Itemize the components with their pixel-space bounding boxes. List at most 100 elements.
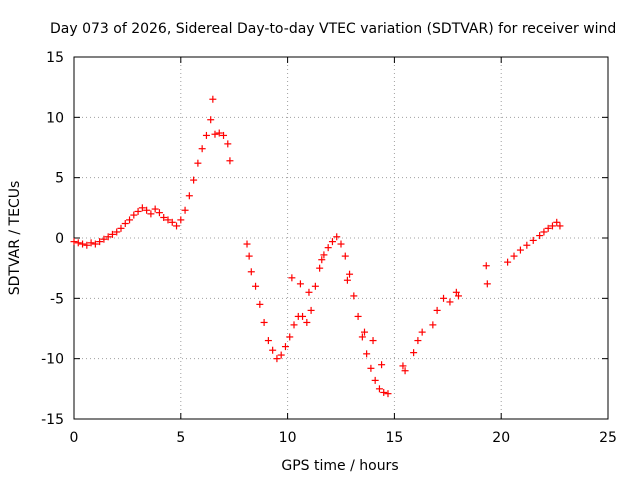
data-point (516, 246, 524, 254)
data-point (320, 251, 328, 259)
data-point (328, 238, 336, 246)
data-point (440, 294, 448, 302)
data-point (220, 131, 228, 139)
data-point (147, 210, 155, 218)
data-point (316, 264, 324, 272)
data-point (91, 240, 99, 248)
data-point (529, 236, 537, 244)
data-point (117, 224, 125, 232)
data-point (354, 312, 362, 320)
grid (74, 57, 608, 419)
data-point (482, 262, 490, 270)
data-point (269, 346, 277, 354)
data-point (185, 192, 193, 200)
data-point (243, 240, 251, 248)
data-point (273, 355, 281, 363)
data-point (277, 351, 285, 359)
data-point (369, 337, 377, 345)
y-tick-label: 0 (55, 231, 64, 247)
data-point (143, 206, 151, 214)
data-point (168, 218, 176, 226)
data-point (544, 224, 552, 232)
data-point (399, 362, 407, 370)
data-point (380, 388, 388, 396)
x-tick-label: 0 (70, 430, 79, 446)
y-tick-label: 15 (46, 50, 64, 66)
data-point (454, 292, 462, 300)
data-point (247, 268, 255, 276)
data-point (87, 239, 95, 247)
data-point (83, 241, 91, 249)
y-tick-label: 5 (55, 171, 64, 187)
data-point (483, 280, 491, 288)
data-point (553, 218, 561, 226)
data-point (367, 364, 375, 372)
data-point (113, 228, 121, 236)
x-tick-label: 20 (492, 430, 510, 446)
data-point (343, 276, 351, 284)
data-point (418, 328, 426, 336)
data-point (160, 213, 168, 221)
data-point (556, 222, 564, 230)
data-point (433, 306, 441, 314)
data-point (311, 282, 319, 290)
y-axis-label: SDTVAR / TECUs (7, 181, 23, 296)
data-point (414, 337, 422, 345)
data-point (290, 321, 298, 329)
data-point (286, 333, 294, 341)
data-point (452, 288, 460, 296)
x-tick-label: 25 (599, 430, 617, 446)
data-point (134, 207, 142, 215)
data-point (264, 337, 272, 345)
data-point (324, 244, 332, 252)
data-point (446, 298, 454, 306)
data-point (151, 205, 159, 213)
data-point (181, 206, 189, 214)
chart-title: Day 073 of 2026, Sidereal Day-to-day VTE… (50, 21, 616, 37)
data-point (252, 282, 260, 290)
data-point (401, 367, 409, 375)
data-point (288, 274, 296, 282)
data-point (108, 230, 116, 238)
data-point (224, 140, 232, 148)
data-point (318, 256, 326, 264)
data-point (245, 252, 253, 260)
data-point (305, 288, 313, 296)
data-point (226, 157, 234, 165)
data-point (207, 116, 215, 124)
y-tick-label: -15 (41, 412, 64, 428)
data-point (363, 350, 371, 358)
data-point (346, 270, 354, 278)
data-point (104, 233, 112, 241)
data-point (194, 159, 202, 167)
data-point (138, 204, 146, 212)
data-point (126, 216, 134, 224)
data-point (384, 390, 392, 398)
data-point (209, 95, 217, 103)
y-tick-label: -5 (50, 291, 64, 307)
data-point (371, 376, 379, 384)
data-point (211, 130, 219, 138)
data-point (429, 321, 437, 329)
data-point (281, 343, 289, 351)
data-point (202, 131, 210, 139)
data-point (299, 312, 307, 320)
data-point (164, 216, 172, 224)
data-point (333, 233, 341, 241)
data-point (256, 300, 264, 308)
data-point (540, 228, 548, 236)
data-point (360, 328, 368, 336)
data-point (198, 145, 206, 153)
data-point (79, 240, 87, 248)
data-point (536, 232, 544, 240)
data-point (121, 220, 129, 228)
data-point (350, 292, 358, 300)
data-point (215, 129, 223, 137)
data-point (173, 222, 181, 230)
data-point (100, 235, 108, 243)
data-point (130, 211, 138, 219)
data-points (70, 95, 564, 398)
x-tick-label: 5 (176, 430, 185, 446)
data-point (70, 238, 78, 246)
y-tick-label: -10 (41, 352, 64, 368)
